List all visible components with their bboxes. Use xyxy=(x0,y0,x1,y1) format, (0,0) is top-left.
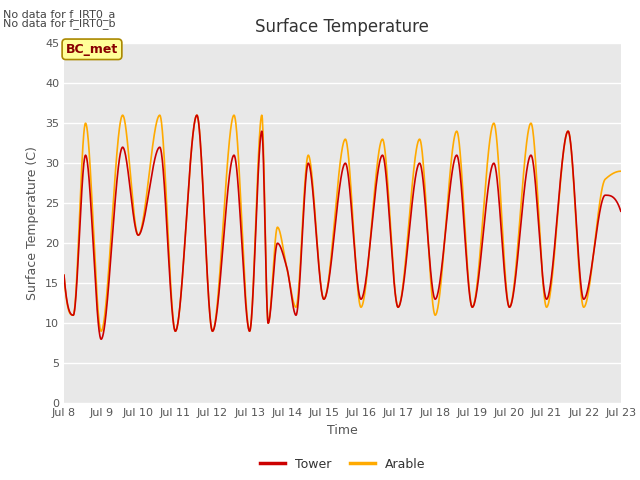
Arable xyxy=(60,272,68,278)
Arable xyxy=(209,328,216,334)
Arable xyxy=(193,112,201,118)
Tower xyxy=(88,228,96,234)
Tower xyxy=(499,251,507,256)
Line: Arable: Arable xyxy=(64,115,621,331)
X-axis label: Time: Time xyxy=(327,424,358,437)
Y-axis label: Surface Temperature (C): Surface Temperature (C) xyxy=(26,146,40,300)
Arable xyxy=(88,206,96,212)
Text: BC_met: BC_met xyxy=(66,43,118,56)
Arable xyxy=(499,236,507,241)
Line: Tower: Tower xyxy=(64,115,621,339)
Title: Surface Temperature: Surface Temperature xyxy=(255,18,429,36)
Arable xyxy=(602,176,609,182)
Tower xyxy=(60,272,68,278)
Tower xyxy=(317,281,324,287)
Text: No data for f_IRT0_a: No data for f_IRT0_a xyxy=(3,9,116,20)
Tower xyxy=(332,222,339,228)
Tower xyxy=(617,208,625,214)
Arable xyxy=(601,177,609,182)
Arable xyxy=(332,209,339,215)
Tower xyxy=(601,192,609,198)
Tower xyxy=(602,192,609,198)
Tower xyxy=(193,112,201,118)
Text: No data for f_IRT0_b: No data for f_IRT0_b xyxy=(3,18,116,29)
Arable xyxy=(617,168,625,174)
Legend: Tower, Arable: Tower, Arable xyxy=(255,453,430,476)
Tower xyxy=(97,336,105,342)
Arable xyxy=(317,280,324,286)
